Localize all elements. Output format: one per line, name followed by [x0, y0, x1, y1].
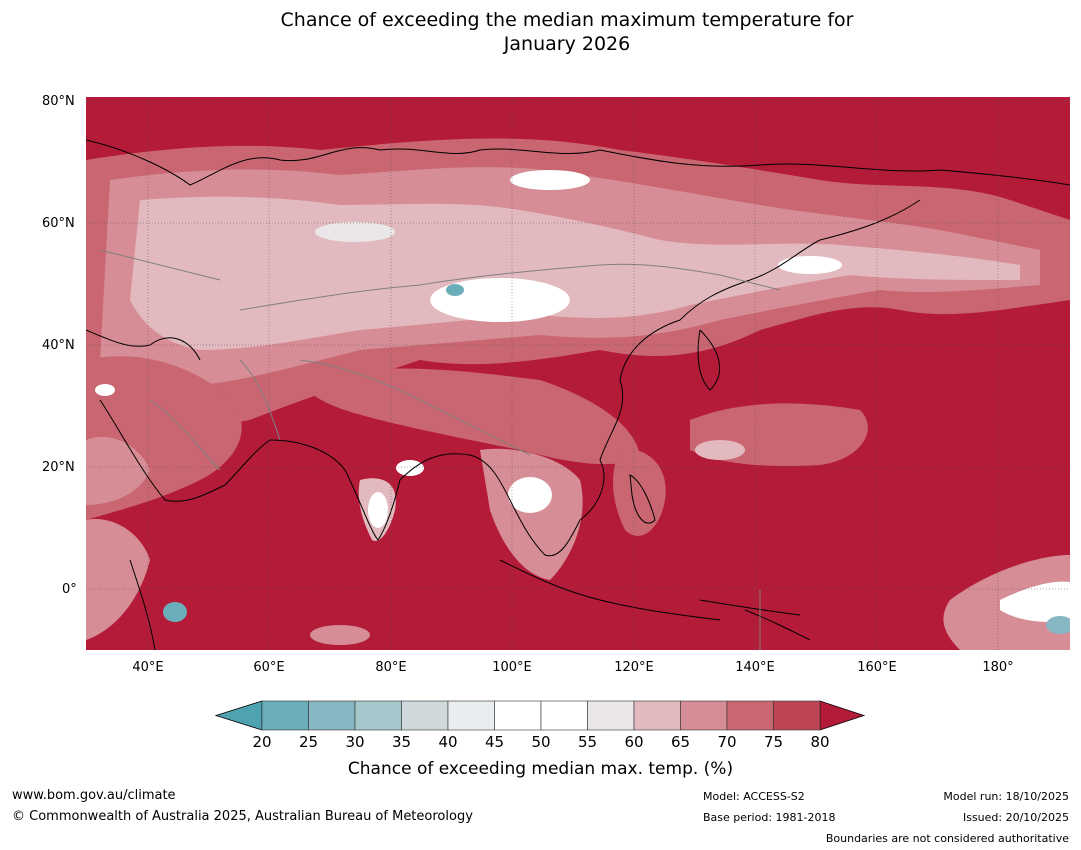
contour-30-southpacific [1046, 616, 1070, 634]
footer-base-period: Base period: 1981-2018 [703, 811, 836, 824]
title-line-2: January 2026 [503, 33, 631, 55]
lon-label-60e: 60°E [253, 660, 285, 675]
colorbar-bin [447, 700, 495, 731]
lat-label-60n: 60°N [42, 216, 75, 231]
contour-50-farEast [778, 256, 842, 274]
colorbar-bin [401, 700, 449, 731]
contour-30-altai [446, 284, 464, 296]
contour-65-indianocean [310, 625, 370, 645]
contour-50-arctic [510, 170, 590, 190]
footer-issued: Issued: 20/10/2025 [962, 811, 1069, 824]
colorbar-tick-label: 80 [810, 733, 830, 751]
contour-65-arabia [86, 436, 150, 505]
colorbar-tick-label: 75 [763, 733, 784, 751]
footer-model-run: Model run: 18/10/2025 [943, 790, 1069, 803]
colorbar-tick-label: 30 [345, 733, 365, 751]
colorbar-bin [354, 700, 402, 731]
footer-copyright: © Commonwealth of Australia 2025, Austra… [12, 809, 473, 824]
contour-70-philippines [613, 449, 666, 536]
colorbar-tick-label: 50 [531, 733, 551, 751]
lon-label-40e: 40°E [132, 660, 164, 675]
colorbar-bin [587, 700, 635, 731]
colorbar-bin [726, 700, 774, 731]
colorbar-tick-label: 20 [252, 733, 272, 751]
colorbar-bin [308, 700, 356, 731]
colorbar-tick-label: 65 [670, 733, 691, 751]
lon-label-180: 180° [982, 660, 1014, 675]
colorbar-tick-label: 60 [624, 733, 644, 751]
lat-label-40n: 40°N [42, 338, 75, 353]
contour-50-levant [95, 384, 115, 396]
contour-50-westsiberia [315, 222, 395, 242]
colorbar-tick-label: 25 [298, 733, 319, 751]
contour-50-southpacific [1000, 581, 1070, 622]
contour-60-pacific [695, 440, 745, 460]
lon-label-120e: 120°E [614, 660, 654, 675]
colorbar-bin [680, 700, 728, 731]
footer-model: Model: ACCESS-S2 [703, 790, 805, 803]
colorbar [214, 700, 866, 731]
colorbar-tick-label: 45 [484, 733, 505, 751]
colorbar-bin [773, 700, 821, 731]
contour-65-eastafrica [86, 519, 150, 640]
graticule [86, 97, 1070, 650]
footer-url[interactable]: www.bom.gov.au/climate [12, 788, 176, 803]
colorbar-bin [494, 700, 542, 731]
contour-50-bengal [396, 460, 424, 476]
probability-map [86, 97, 1070, 731]
colorbar-tick-label: 70 [717, 733, 737, 751]
contour-50-india [368, 492, 388, 528]
colorbar-extend-high [819, 700, 866, 731]
lat-label-20n: 20°N [42, 460, 75, 475]
contour-30-somalia [163, 602, 187, 622]
colorbar-extend-low [214, 700, 263, 731]
lon-label-80e: 80°E [375, 660, 407, 675]
country-borders [99, 249, 781, 650]
lat-label-0: 0° [62, 582, 77, 597]
contour-50-mongolia [430, 278, 570, 322]
contour-70-china [300, 368, 640, 465]
chart-title: Chance of exceeding the median maximum t… [0, 8, 1081, 56]
footer-disclaimer: Boundaries are not considered authoritat… [825, 832, 1069, 845]
colorbar-tick-label: 35 [391, 733, 412, 751]
contour-50-indochina [508, 477, 552, 513]
colorbar-label: Chance of exceeding median max. temp. (%… [347, 759, 734, 779]
title-line-1: Chance of exceeding the median maximum t… [280, 9, 854, 31]
lon-label-140e: 140°E [735, 660, 775, 675]
colorbar-bin [633, 700, 681, 731]
lon-label-100e: 100°E [492, 660, 532, 675]
lat-label-80n: 80°N [42, 94, 75, 109]
colorbar-tick-label: 40 [438, 733, 458, 751]
lon-label-160e: 160°E [857, 660, 897, 675]
colorbar-bin [540, 700, 588, 731]
colorbar-tick-label: 55 [577, 733, 598, 751]
contour-65-indochina [480, 448, 583, 580]
colorbar-bin [261, 700, 309, 731]
